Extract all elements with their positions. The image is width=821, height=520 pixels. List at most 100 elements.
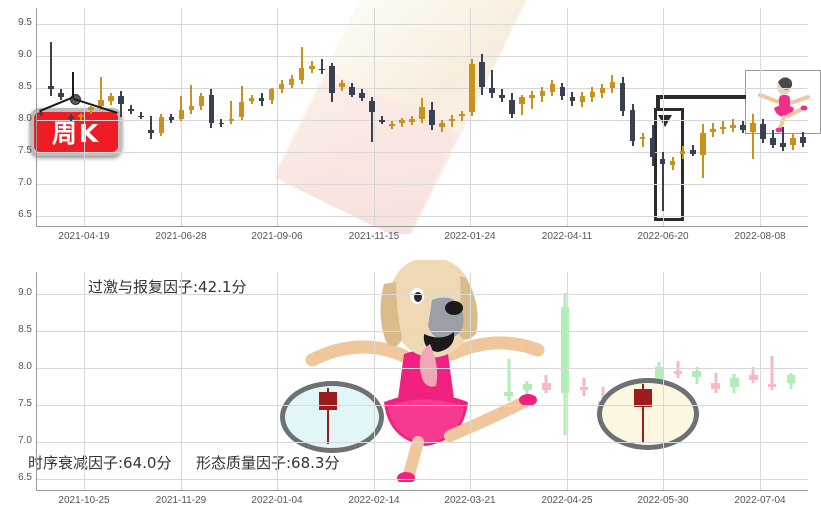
candle bbox=[760, 119, 766, 143]
candle-wick bbox=[491, 70, 493, 98]
candle bbox=[580, 378, 589, 396]
candle bbox=[509, 93, 515, 117]
candle-body bbox=[670, 161, 676, 165]
x-axis-tick-label: 2022-08-08 bbox=[720, 231, 800, 242]
candle bbox=[550, 80, 556, 95]
candle-body bbox=[48, 86, 54, 90]
annotation-leader-vertical bbox=[656, 95, 660, 109]
x-axis-line bbox=[36, 226, 808, 227]
x-axis-tick-label: 2021-09-06 bbox=[237, 231, 317, 242]
candle bbox=[209, 89, 215, 127]
candle-body bbox=[189, 106, 195, 110]
candle bbox=[349, 83, 355, 97]
candle bbox=[159, 114, 165, 136]
grid-line-vertical bbox=[760, 272, 761, 490]
candle bbox=[419, 98, 425, 122]
y-axis-tick-label: 9.0 bbox=[2, 287, 32, 298]
candle-body bbox=[740, 125, 746, 130]
hanger-stem bbox=[73, 72, 75, 98]
candle-body bbox=[800, 137, 806, 143]
candle-body bbox=[58, 93, 64, 97]
candle bbox=[787, 373, 796, 389]
annotation-leader-horizontal bbox=[656, 95, 746, 99]
candle-body bbox=[700, 133, 706, 155]
candle-body bbox=[279, 84, 285, 89]
candle bbox=[259, 93, 265, 106]
candle-body bbox=[349, 87, 355, 95]
candle-body bbox=[610, 82, 616, 88]
candle-body bbox=[219, 123, 225, 125]
candle-body bbox=[540, 91, 546, 96]
candle bbox=[770, 130, 776, 148]
candle-body bbox=[580, 96, 586, 102]
candle bbox=[389, 121, 395, 129]
candle bbox=[359, 89, 365, 101]
candle bbox=[700, 124, 706, 178]
screenshot-root: 周K bbox=[0, 0, 821, 520]
grid-line-vertical bbox=[277, 8, 278, 226]
candle-body bbox=[730, 378, 739, 387]
candle-body bbox=[600, 88, 606, 93]
candle bbox=[48, 42, 54, 96]
x-axis-tick-label: 2021-10-25 bbox=[44, 495, 124, 506]
grid-line-horizontal bbox=[36, 294, 808, 295]
candle bbox=[570, 92, 576, 106]
y-axis-tick-label: 8.0 bbox=[2, 361, 32, 372]
candle-body bbox=[319, 69, 325, 71]
candle-body bbox=[379, 120, 385, 122]
candle bbox=[590, 87, 596, 102]
y-axis-tick-label: 6.5 bbox=[2, 209, 32, 220]
grid-line-horizontal bbox=[36, 184, 808, 185]
candle-body bbox=[449, 119, 455, 122]
grid-line-vertical bbox=[181, 272, 182, 490]
candle bbox=[309, 61, 315, 73]
candle-body bbox=[509, 100, 515, 114]
candle bbox=[560, 83, 566, 100]
candle-wick bbox=[676, 361, 679, 379]
weekly-k-chart-panel: 周K bbox=[0, 0, 821, 260]
grid-line-vertical bbox=[84, 8, 85, 226]
candle-body bbox=[309, 66, 315, 69]
candle bbox=[439, 120, 445, 132]
x-axis-tick-label: 2022-04-11 bbox=[527, 231, 607, 242]
candle bbox=[670, 157, 676, 170]
x-axis-tick-label: 2022-05-30 bbox=[623, 495, 703, 506]
candle-body bbox=[399, 120, 405, 123]
candle-body bbox=[674, 371, 683, 374]
candle-body bbox=[439, 123, 445, 127]
candle-body bbox=[590, 92, 596, 97]
candle-body bbox=[389, 124, 395, 126]
reference-marker-candle-right bbox=[634, 384, 652, 442]
grid-line-horizontal bbox=[36, 56, 808, 57]
candle-body bbox=[680, 151, 686, 154]
candle-body bbox=[730, 125, 736, 128]
candle bbox=[138, 112, 144, 119]
candle-body bbox=[169, 117, 175, 120]
reference-marker-candle-left bbox=[319, 388, 337, 444]
grid-line-vertical bbox=[760, 8, 761, 226]
candle-body bbox=[770, 138, 776, 144]
candle-body bbox=[459, 114, 465, 117]
candle-body bbox=[429, 110, 435, 125]
candle bbox=[640, 133, 646, 147]
candle bbox=[580, 92, 586, 107]
grid-line-horizontal bbox=[36, 479, 808, 480]
candle-body bbox=[419, 107, 425, 119]
candle bbox=[529, 91, 535, 109]
candle-body bbox=[561, 307, 570, 393]
candle-wick bbox=[642, 133, 644, 147]
candle bbox=[269, 88, 275, 103]
candle bbox=[489, 70, 495, 98]
x-axis-tick-label: 2022-06-20 bbox=[623, 231, 703, 242]
candle-body bbox=[692, 371, 701, 377]
candle-body bbox=[209, 95, 215, 123]
candle-body bbox=[159, 117, 165, 133]
candle-body bbox=[523, 384, 532, 390]
candle bbox=[279, 80, 285, 93]
candle bbox=[620, 77, 626, 117]
candle bbox=[219, 119, 225, 127]
x-axis-tick-label: 2021-04-19 bbox=[44, 231, 124, 242]
candle-body bbox=[239, 102, 245, 117]
candle bbox=[561, 293, 570, 435]
candle-body bbox=[369, 101, 375, 113]
